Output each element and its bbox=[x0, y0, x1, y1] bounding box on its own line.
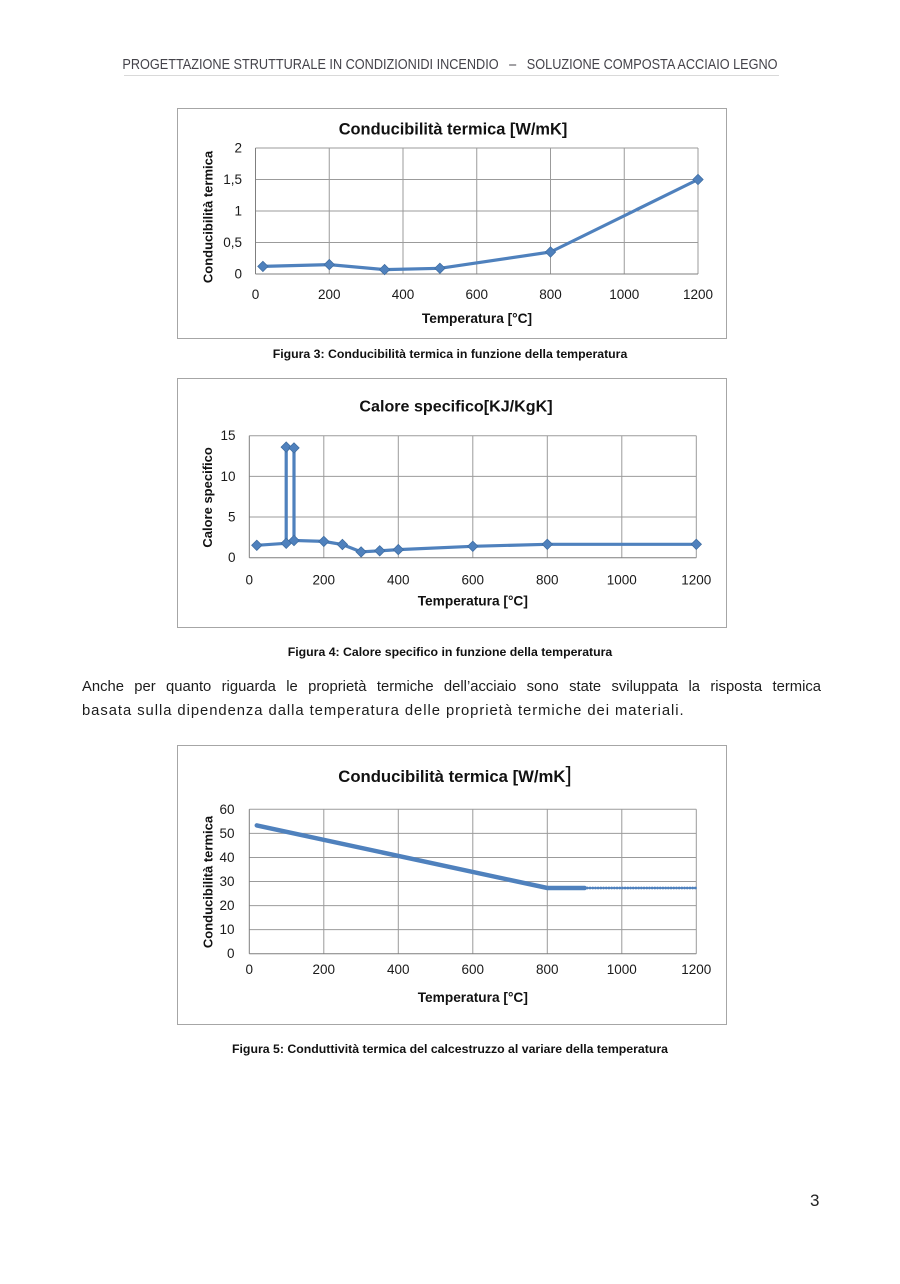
svg-text:600: 600 bbox=[465, 287, 488, 302]
svg-text:40: 40 bbox=[219, 850, 234, 865]
svg-text:0: 0 bbox=[227, 946, 235, 961]
svg-text:Conducibilità termica: Conducibilità termica bbox=[201, 815, 216, 948]
svg-text:2: 2 bbox=[234, 141, 242, 156]
svg-text:10: 10 bbox=[219, 922, 234, 937]
svg-text:1,5: 1,5 bbox=[223, 172, 242, 187]
svg-text:10: 10 bbox=[220, 469, 235, 484]
svg-text:Conducibilità termica: Conducibilità termica bbox=[201, 150, 216, 283]
svg-text:200: 200 bbox=[318, 287, 341, 302]
svg-text:200: 200 bbox=[313, 573, 336, 588]
svg-text:400: 400 bbox=[392, 287, 415, 302]
svg-text:5: 5 bbox=[228, 510, 236, 525]
svg-text:0: 0 bbox=[246, 962, 254, 977]
svg-text:60: 60 bbox=[219, 802, 234, 817]
svg-text:Calore specifico: Calore specifico bbox=[200, 447, 215, 547]
svg-text:800: 800 bbox=[536, 962, 559, 977]
svg-text:1200: 1200 bbox=[681, 962, 711, 977]
svg-text:20: 20 bbox=[219, 898, 234, 913]
svg-text:Temperatura [°C]: Temperatura [°C] bbox=[418, 594, 528, 609]
svg-text:800: 800 bbox=[539, 287, 562, 302]
svg-text:15: 15 bbox=[220, 428, 235, 443]
svg-text:1200: 1200 bbox=[681, 573, 711, 588]
svg-text:Conducibilità termica [W/mK]: Conducibilità termica [W/mK] bbox=[339, 121, 568, 139]
svg-text:Conducibilità termica [W/mK]: Conducibilità termica [W/mK] bbox=[338, 762, 571, 787]
svg-text:400: 400 bbox=[387, 962, 410, 977]
svg-text:Temperatura [°C]: Temperatura [°C] bbox=[422, 311, 532, 326]
svg-text:600: 600 bbox=[462, 573, 485, 588]
svg-text:400: 400 bbox=[387, 573, 410, 588]
svg-text:800: 800 bbox=[536, 573, 559, 588]
svg-text:1: 1 bbox=[234, 204, 242, 219]
svg-text:0,5: 0,5 bbox=[223, 235, 242, 250]
svg-text:1000: 1000 bbox=[609, 287, 639, 302]
svg-text:600: 600 bbox=[462, 962, 485, 977]
svg-text:0: 0 bbox=[228, 550, 236, 565]
svg-text:1200: 1200 bbox=[683, 287, 713, 302]
svg-text:1000: 1000 bbox=[607, 962, 637, 977]
svg-text:0: 0 bbox=[252, 287, 260, 302]
svg-text:Temperatura [°C]: Temperatura [°C] bbox=[418, 990, 528, 1005]
svg-text:Calore specifico[KJ/KgK]: Calore specifico[KJ/KgK] bbox=[359, 398, 552, 416]
svg-text:200: 200 bbox=[313, 962, 336, 977]
svg-text:0: 0 bbox=[246, 573, 254, 588]
svg-text:1000: 1000 bbox=[607, 573, 637, 588]
svg-text:50: 50 bbox=[219, 826, 234, 841]
svg-text:30: 30 bbox=[219, 874, 234, 889]
svg-text:0: 0 bbox=[234, 267, 242, 282]
